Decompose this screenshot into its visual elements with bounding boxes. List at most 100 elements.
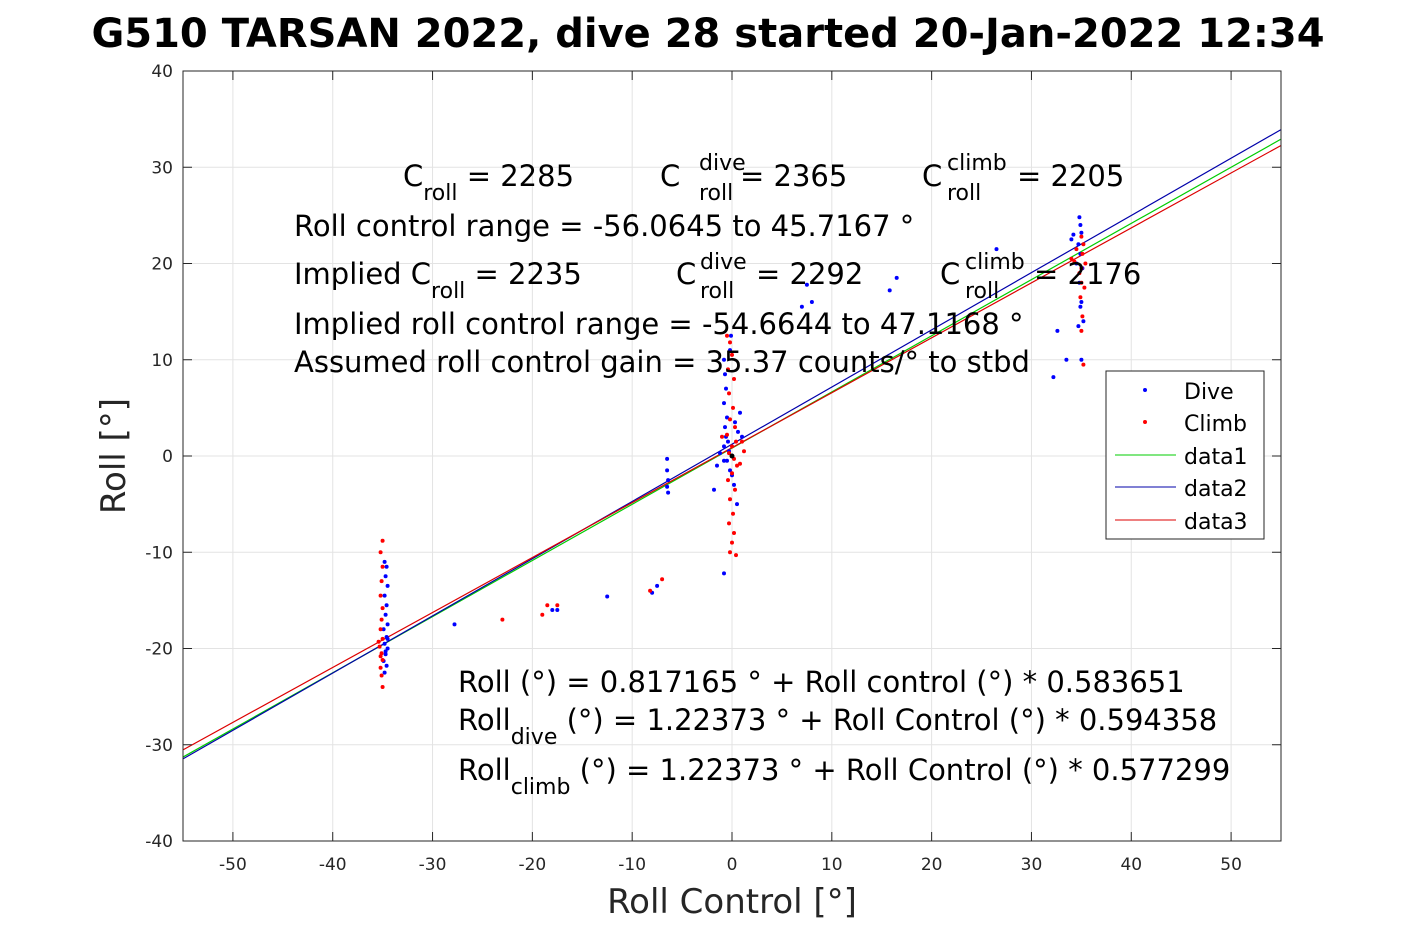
- dive-point: [383, 612, 388, 617]
- dive-point: [1079, 230, 1084, 235]
- climb-point: [725, 333, 729, 338]
- climb-point: [730, 444, 734, 449]
- climb-point: [725, 432, 729, 437]
- dive-point: [735, 502, 739, 507]
- climb-point: [1080, 314, 1085, 319]
- climb-point: [1069, 256, 1074, 261]
- climb-point: [735, 463, 739, 468]
- dive-point: [1076, 242, 1081, 247]
- legend-dive-marker: [1143, 388, 1147, 392]
- climb-point: [545, 603, 550, 608]
- x-tick-label: 50: [1220, 855, 1242, 875]
- svg-text:Croll = 2285: Croll = 2285: [403, 159, 574, 206]
- c-roll-climb-subscript: roll: [947, 181, 981, 206]
- dive-point: [1069, 237, 1074, 242]
- climb-point: [380, 538, 385, 543]
- dive-point: [665, 468, 670, 473]
- x-tick-label: 10: [821, 855, 843, 875]
- legend-climb-label: Climb: [1184, 412, 1247, 437]
- climb-point: [730, 352, 734, 357]
- climb-point: [727, 451, 731, 456]
- climb-point: [380, 636, 385, 641]
- dive-point: [994, 247, 999, 252]
- dive-point: [736, 429, 740, 434]
- c-roll-climb-value: = 2205: [1017, 159, 1124, 193]
- dive-point: [722, 571, 726, 576]
- implied-c-roll-symbol: Implied C: [294, 257, 431, 291]
- climb-point: [1078, 295, 1083, 300]
- dive-point: [1071, 232, 1076, 237]
- implied-c-climb-superscript: climb: [965, 250, 1025, 275]
- implied-c-climb-subscript: roll: [965, 279, 999, 304]
- y-tick-label: 20: [151, 255, 173, 275]
- x-tick-label: -50: [219, 855, 247, 875]
- dive-point: [1079, 357, 1084, 362]
- dive-point: [712, 487, 716, 492]
- dive-point: [382, 670, 387, 675]
- y-tick-label: -20: [145, 640, 173, 660]
- climb-point: [380, 685, 385, 689]
- dive-point: [665, 484, 670, 489]
- climb-point: [555, 603, 560, 608]
- dive-point: [732, 482, 736, 487]
- fit-dive-subscript: dive: [511, 725, 558, 750]
- climb-point: [1079, 280, 1084, 285]
- dive-point: [804, 282, 809, 287]
- x-tick-label: -30: [419, 855, 447, 875]
- x-tick-label: 20: [921, 855, 943, 875]
- climb-point: [731, 405, 735, 410]
- c-roll-value: = 2285: [458, 159, 575, 193]
- climb-point: [1074, 247, 1079, 252]
- climb-point: [1079, 266, 1084, 271]
- dive-point: [799, 304, 804, 309]
- dive-point: [1055, 328, 1060, 333]
- dive-point: [1078, 223, 1083, 227]
- legend-data1-label: data1: [1184, 445, 1248, 470]
- climb-point: [379, 673, 384, 678]
- climb-point: [377, 644, 382, 649]
- dive-point: [385, 646, 390, 651]
- dive-point: [729, 333, 733, 338]
- dive-point: [722, 444, 726, 449]
- dive-point: [718, 451, 722, 456]
- dive-point: [1079, 300, 1084, 304]
- dive-point: [385, 622, 390, 627]
- dive-point: [382, 559, 387, 564]
- annotation-implied-line: Implied Croll = 2235 C dive roll = 2292 …: [294, 250, 1141, 304]
- fit-climb-subscript: climb: [511, 775, 571, 800]
- fit-dive-roll: Roll: [458, 703, 511, 737]
- climb-point: [378, 593, 383, 598]
- dive-point: [384, 663, 389, 668]
- climb-point: [1079, 328, 1084, 333]
- implied-c-climb-value: = 2176: [1034, 257, 1141, 291]
- fit-climb-rest: (°) = 1.22373 ° + Roll Control (°) * 0.5…: [570, 753, 1230, 787]
- implied-c-climb-symbol: C: [940, 257, 960, 291]
- fit-dive-rest: (°) = 1.22373 ° + Roll Control (°) * 0.5…: [557, 703, 1217, 737]
- dive-point: [550, 608, 555, 612]
- dive-point: [715, 463, 719, 468]
- implied-c-roll-subscript: roll: [431, 279, 465, 304]
- dive-point: [666, 490, 671, 495]
- dive-point: [894, 275, 899, 280]
- legend-data3-label: data3: [1184, 510, 1248, 535]
- x-tick-label: -40: [319, 855, 347, 875]
- dive-point: [655, 583, 660, 588]
- x-tick-label: 0: [727, 855, 738, 875]
- climb-point: [742, 449, 746, 454]
- climb-point: [728, 340, 732, 345]
- dive-point: [383, 652, 388, 657]
- dive-point: [383, 649, 388, 654]
- climb-point: [731, 511, 735, 516]
- x-tick-label: 30: [1021, 855, 1043, 875]
- dive-point: [733, 420, 737, 425]
- climb-point: [1077, 271, 1082, 276]
- climb-point: [379, 617, 384, 622]
- dive-point: [382, 641, 387, 646]
- climb-point: [738, 461, 742, 466]
- climb-point: [540, 612, 545, 617]
- dive-point: [725, 458, 729, 463]
- svg-text:Implied Croll = 2235: Implied Croll = 2235: [294, 257, 582, 304]
- climb-point: [1081, 242, 1086, 247]
- dive-point: [1076, 324, 1081, 329]
- axis-ticks: -50 -40 -30 -20 -10 0 10 20 30 40 50 -40 -30 -20 -10 0 1…: [145, 62, 1281, 875]
